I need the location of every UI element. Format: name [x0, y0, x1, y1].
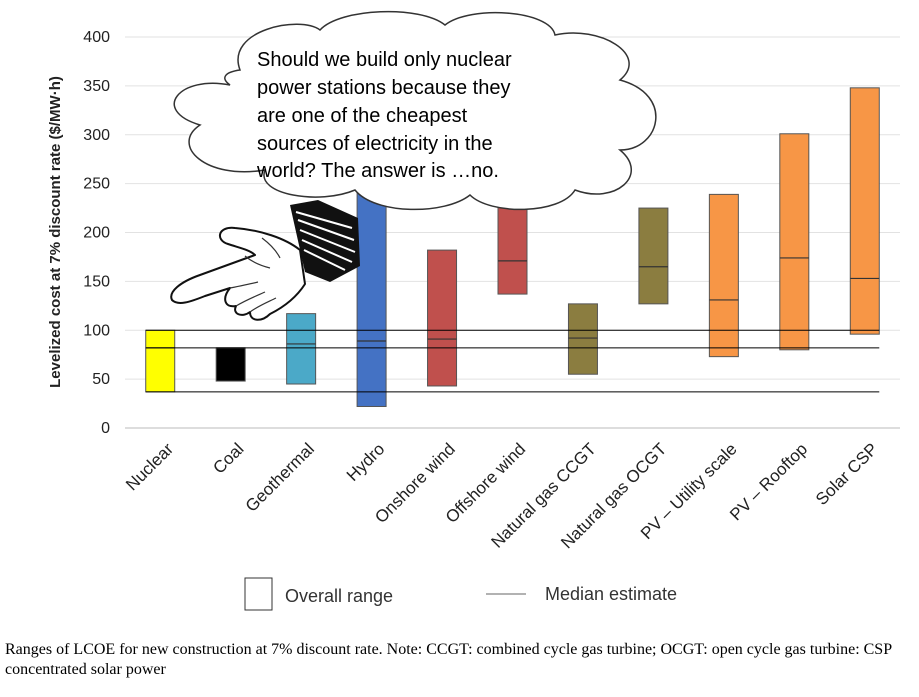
category-label: Geothermal — [242, 439, 318, 515]
range-bar — [638, 207, 669, 305]
y-tick-label: 100 — [83, 322, 110, 339]
y-tick-label: 250 — [83, 176, 110, 193]
range-bar — [215, 347, 246, 382]
pointing-hand-icon — [170, 200, 360, 321]
legend: Overall range Median estimate — [244, 577, 677, 611]
range-bar — [779, 133, 810, 351]
range-bar — [708, 193, 739, 358]
category-label: Hydro — [343, 439, 389, 485]
bubble-line-2: power stations because they — [257, 77, 511, 99]
figure-caption: Ranges of LCOE for new construction at 7… — [5, 641, 892, 678]
legend-range-label: Overall range — [285, 586, 393, 606]
y-tick-label: 400 — [83, 29, 110, 46]
category-label: Coal — [209, 439, 247, 477]
y-tick-label: 50 — [92, 371, 110, 388]
y-tick-label: 300 — [83, 127, 110, 144]
y-axis-label: Levelized cost at 7% discount rate ($/MW… — [47, 76, 64, 388]
bubble-line-3: are one of the cheapest — [257, 105, 468, 127]
bubble-line-4: sources of electricity in the — [257, 133, 493, 155]
thought-bubble: Should we build only nuclear power stati… — [173, 10, 657, 211]
category-label: Nuclear — [122, 439, 177, 494]
range-bar — [356, 182, 387, 407]
bubble-line-5: world? The answer is …no. — [256, 160, 499, 182]
range-bar — [849, 87, 880, 335]
range-bar — [145, 329, 176, 393]
category-label: Solar CSP — [812, 439, 882, 509]
y-tick-label: 0 — [101, 420, 110, 437]
bubble-line-1: Should we build only nuclear — [257, 49, 512, 71]
legend-range-swatch — [244, 577, 273, 611]
range-bar — [427, 249, 458, 387]
legend-median-label: Median estimate — [545, 584, 677, 604]
y-tick-label: 150 — [83, 273, 110, 290]
y-tick-label: 350 — [83, 78, 110, 95]
range-bar — [567, 303, 598, 375]
reference-lines — [145, 329, 880, 393]
range-bar — [286, 313, 317, 385]
y-tick-label: 200 — [83, 225, 110, 242]
y-axis: 0 50 100 150 200 250 300 350 400 — [83, 29, 110, 437]
lcoe-chart: 0 50 100 150 200 250 300 350 400 Levelized cost … — [47, 10, 900, 611]
